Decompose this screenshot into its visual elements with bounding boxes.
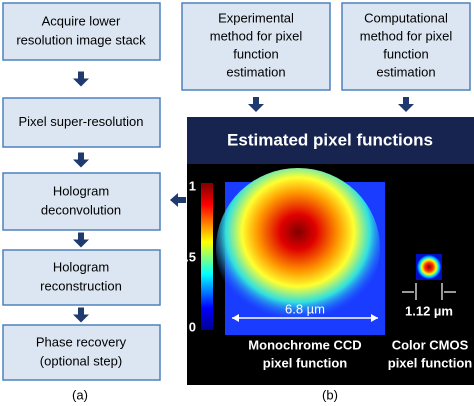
ccd-blob: [216, 168, 380, 328]
cmos-size-marker: [402, 283, 456, 300]
label-line: Computational: [364, 10, 448, 25]
arrow-down: [73, 71, 89, 87]
panel-label: (b): [322, 387, 338, 402]
label-line: resolution image stack: [16, 32, 146, 47]
label-line: pixel function: [388, 355, 473, 370]
flow-box: [2, 2, 161, 61]
flow-box: [2, 172, 161, 231]
colorbar-tick: 0: [189, 319, 196, 334]
label-line: Phase recovery: [36, 334, 127, 349]
label-line: Monochrome CCD: [248, 337, 361, 352]
arrow-down: [73, 232, 89, 248]
method-box: [341, 2, 471, 91]
arrow-left: [170, 193, 186, 207]
label-line: (optional step): [40, 353, 122, 368]
arrow-down: [73, 152, 89, 168]
arrow-down: [248, 97, 264, 112]
panel-label: (a): [72, 387, 88, 402]
label-line: Hologram: [53, 259, 109, 274]
colorbar-tick: 1: [189, 178, 196, 193]
arrow-down: [398, 97, 414, 112]
panel-title: Estimated pixel functions: [227, 130, 433, 149]
label-line: Experimental: [218, 10, 294, 25]
label-line: function: [383, 46, 429, 61]
label-line: function: [233, 46, 279, 61]
label-line: deconvolution: [41, 202, 121, 217]
label-line: method for pixel: [210, 28, 303, 43]
colorbar: [201, 183, 213, 330]
flow-box: [2, 249, 161, 306]
label-line: reconstruction: [40, 278, 122, 293]
flow-box: [2, 324, 161, 381]
label-line: Color CMOS: [392, 337, 469, 352]
flow-box: [2, 97, 161, 148]
label-line: estimation: [376, 64, 435, 79]
label-line: pixel function: [263, 355, 348, 370]
method-box: [181, 2, 331, 91]
cmos-blob: [417, 255, 441, 279]
colorbar-tick: 0.5: [178, 249, 196, 264]
ccd-size: 6.8 µm: [285, 301, 325, 316]
label-line: Acquire lower: [42, 13, 121, 28]
label-line: method for pixel: [360, 28, 453, 43]
label-line: estimation: [226, 64, 285, 79]
label-line: Pixel super-resolution: [18, 114, 143, 129]
label-line: Hologram: [53, 183, 109, 198]
cmos-size: 1.12 µm: [405, 303, 453, 318]
panel-title-bar: [187, 117, 474, 164]
arrow-down: [73, 307, 89, 323]
